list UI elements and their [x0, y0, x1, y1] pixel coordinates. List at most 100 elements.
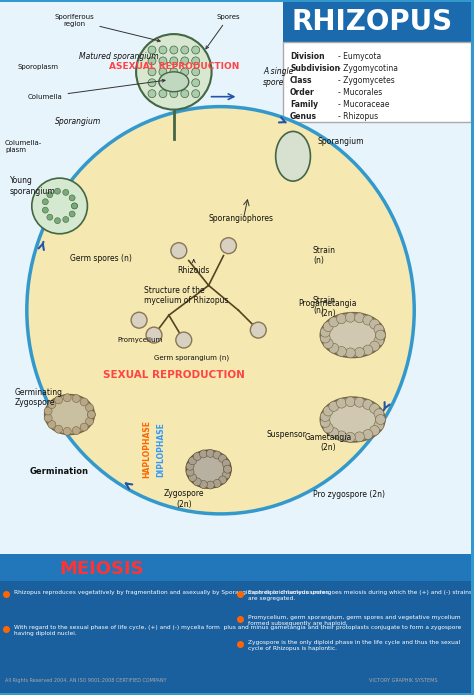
Text: Structure of the
mycelium of Rhizopus: Structure of the mycelium of Rhizopus [144, 286, 228, 305]
Circle shape [176, 332, 191, 348]
Circle shape [320, 333, 330, 343]
Text: Young
sporangium: Young sporangium [10, 177, 55, 196]
Circle shape [355, 348, 365, 357]
Circle shape [363, 430, 373, 439]
Text: HAPLOPHASE: HAPLOPHASE [143, 420, 152, 478]
Text: Spores: Spores [206, 14, 240, 49]
Circle shape [337, 347, 346, 357]
Text: Sporiferous
region: Sporiferous region [55, 14, 160, 42]
Circle shape [55, 425, 63, 433]
Circle shape [370, 425, 380, 436]
Circle shape [323, 322, 333, 332]
Circle shape [148, 46, 156, 54]
Circle shape [355, 432, 365, 442]
Circle shape [363, 315, 373, 325]
Circle shape [72, 203, 77, 209]
Circle shape [55, 396, 63, 404]
Text: Rhizopus reproduces vegetatively by fragmentation and asexually by Sporangiospor: Rhizopus reproduces vegetatively by frag… [14, 590, 331, 596]
Circle shape [159, 79, 167, 87]
Circle shape [219, 455, 227, 462]
Circle shape [63, 190, 69, 195]
Circle shape [171, 243, 187, 259]
Circle shape [159, 90, 167, 98]
Circle shape [375, 330, 385, 340]
Circle shape [189, 457, 197, 465]
Circle shape [206, 481, 214, 489]
Circle shape [32, 178, 87, 234]
Ellipse shape [45, 395, 94, 434]
Circle shape [224, 465, 231, 473]
Text: - Mucoraceae: - Mucoraceae [338, 99, 389, 108]
Text: Suspensor: Suspensor [266, 430, 306, 439]
Text: Division: Division [290, 52, 325, 61]
Text: VICTORY GRAPHIK SYSTEMS: VICTORY GRAPHIK SYSTEMS [369, 678, 437, 682]
Circle shape [73, 395, 80, 402]
Circle shape [346, 312, 356, 322]
Circle shape [191, 57, 200, 65]
Circle shape [181, 68, 189, 76]
Circle shape [370, 319, 380, 329]
Circle shape [47, 192, 53, 197]
Circle shape [42, 207, 48, 213]
Circle shape [355, 313, 365, 322]
Circle shape [200, 450, 208, 458]
Circle shape [213, 451, 221, 459]
Circle shape [170, 57, 178, 65]
Circle shape [69, 211, 75, 217]
Circle shape [363, 345, 373, 355]
FancyBboxPatch shape [283, 42, 471, 122]
Circle shape [222, 471, 230, 479]
Circle shape [73, 427, 80, 434]
Circle shape [85, 404, 93, 411]
Circle shape [374, 420, 384, 430]
Text: - Zygomycetes: - Zygomycetes [338, 76, 394, 85]
Text: Strain
(n): Strain (n) [313, 246, 336, 265]
Circle shape [191, 79, 200, 87]
Circle shape [87, 411, 95, 418]
Text: Zygospore is the only diploid phase in the life cycle and thus the sexual cycle : Zygospore is the only diploid phase in t… [248, 640, 460, 651]
Circle shape [181, 57, 189, 65]
Circle shape [219, 476, 227, 484]
Text: A single
spore: A single spore [263, 67, 293, 86]
Text: Class: Class [290, 76, 312, 85]
Circle shape [181, 90, 189, 98]
Circle shape [159, 46, 167, 54]
FancyBboxPatch shape [0, 582, 471, 693]
Text: - Eumycota: - Eumycota [338, 52, 381, 61]
Ellipse shape [320, 313, 385, 357]
Text: RHIZOPUS: RHIZOPUS [292, 8, 453, 36]
Circle shape [213, 480, 221, 487]
Circle shape [63, 394, 71, 402]
Text: Sporangium: Sporangium [318, 137, 365, 146]
Text: Progametangia
(2n): Progametangia (2n) [299, 299, 357, 318]
Circle shape [375, 414, 385, 425]
Text: Each diploid nucleus undergoes meiosis during which the (+) and (-) strains are : Each diploid nucleus undergoes meiosis d… [248, 590, 472, 601]
Text: Sporoplasm: Sporoplasm [18, 64, 59, 70]
Circle shape [146, 327, 162, 343]
Circle shape [329, 317, 339, 327]
Circle shape [148, 90, 156, 98]
Circle shape [320, 327, 330, 337]
Circle shape [170, 90, 178, 98]
Circle shape [337, 398, 346, 408]
Text: Rhizoids: Rhizoids [178, 260, 210, 275]
Circle shape [55, 188, 61, 194]
Circle shape [363, 400, 373, 409]
Circle shape [323, 423, 333, 433]
Circle shape [375, 330, 385, 340]
Circle shape [170, 79, 178, 87]
Ellipse shape [320, 397, 385, 442]
Circle shape [224, 465, 231, 473]
Circle shape [170, 46, 178, 54]
Text: Germinating
Zygospore: Germinating Zygospore [15, 388, 63, 407]
Circle shape [200, 480, 208, 489]
Text: Family: Family [290, 99, 318, 108]
Circle shape [85, 418, 93, 425]
Circle shape [374, 336, 384, 346]
Circle shape [337, 313, 346, 324]
Circle shape [42, 199, 48, 205]
Circle shape [148, 79, 156, 87]
Text: Order: Order [290, 88, 315, 97]
Ellipse shape [186, 450, 231, 488]
Circle shape [320, 418, 330, 427]
